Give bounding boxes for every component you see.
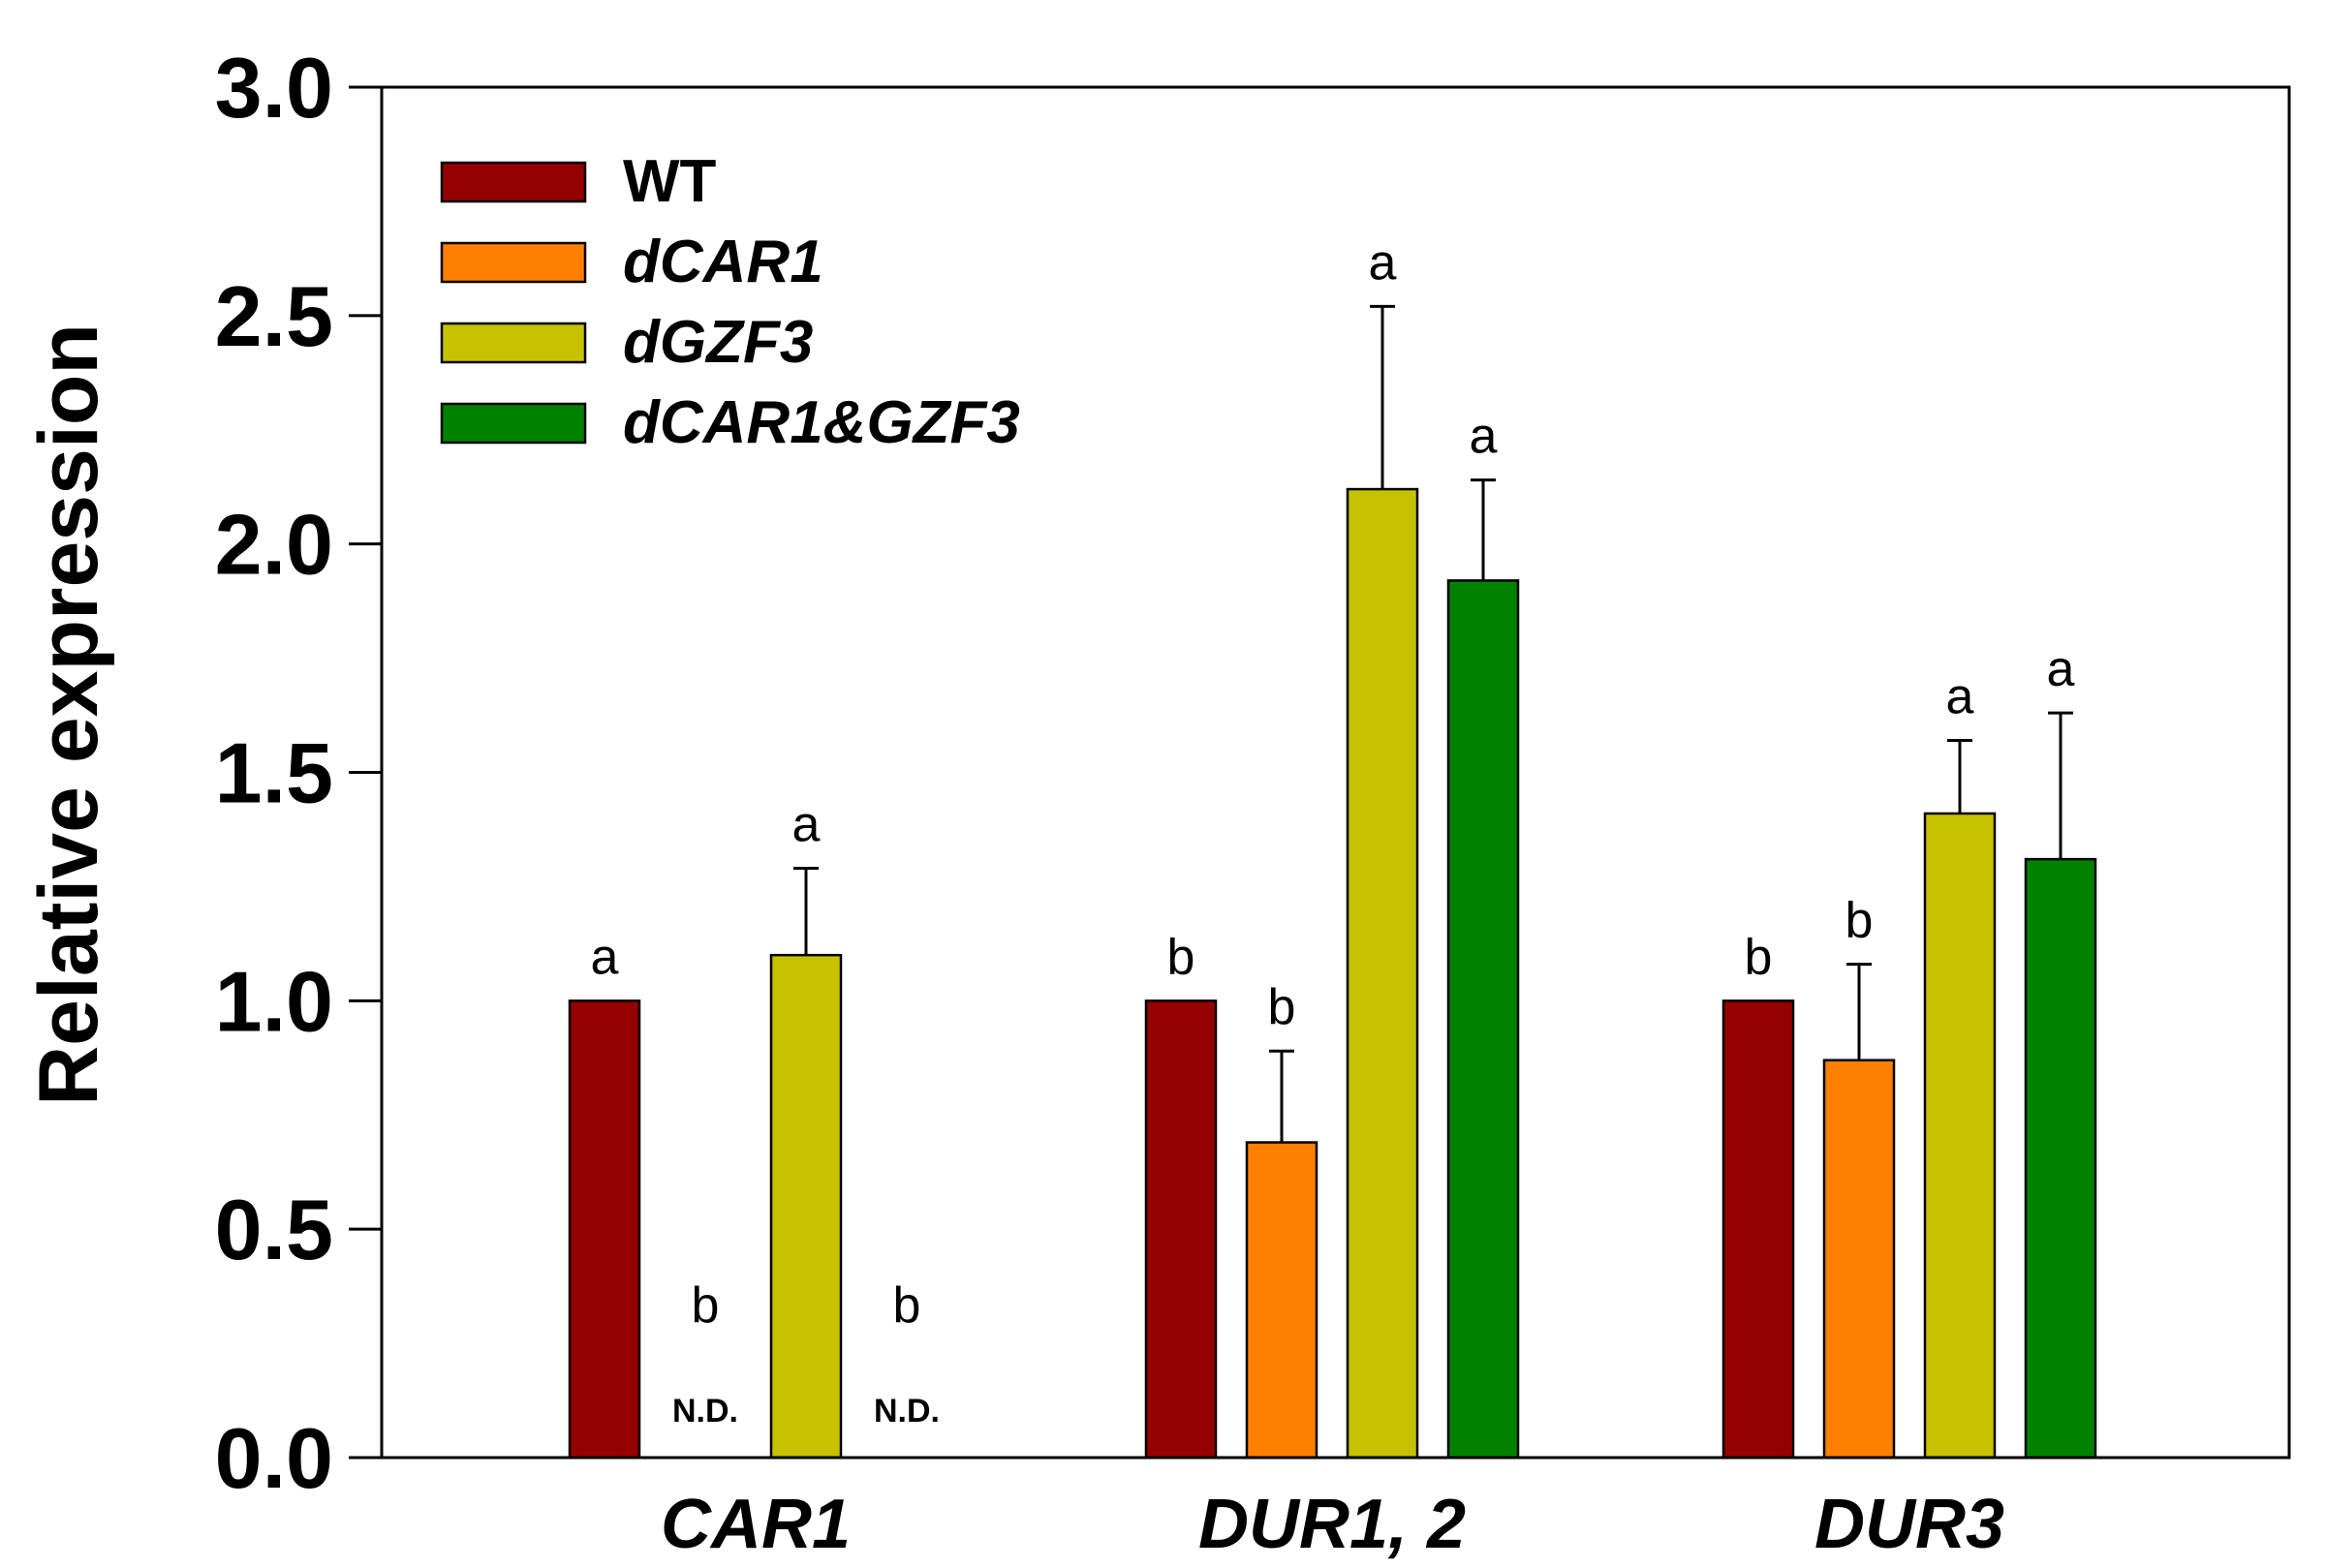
y-tick-label: 1.5: [215, 725, 333, 821]
legend: WT dCAR1 dGZF3 dCAR1&GZF3: [440, 148, 1020, 456]
significance-label: a: [2047, 641, 2075, 697]
significance-label: a: [1946, 668, 1974, 724]
bar: [1446, 579, 1520, 1460]
plot-area: 0.0 0.5 1.0 1.5 2.0 2.5 3.0 a b b N.D. b b b a a a N.D. b a…: [215, 40, 2291, 1563]
x-tick-label: CAR1: [661, 1486, 851, 1563]
significance-label: b: [1268, 979, 1296, 1035]
significance-label: b: [1745, 929, 1773, 985]
y-tick-label: 2.5: [215, 268, 333, 364]
y-tick-label: 0.0: [215, 1410, 333, 1506]
legend-label: dCAR1: [623, 229, 823, 295]
y-axis-title: Relative expression: [22, 323, 115, 1106]
legend-label: dGZF3: [623, 309, 813, 376]
bar: [1822, 1059, 1896, 1460]
significance-label: a: [1470, 409, 1498, 465]
bar: [1923, 812, 1997, 1460]
significance-label: b: [1845, 893, 1874, 949]
significance-label: b: [1167, 929, 1195, 985]
not-detected-label: N.D.: [672, 1393, 738, 1430]
significance-label: b: [692, 1277, 720, 1334]
significance-label: a: [792, 797, 821, 853]
x-tick-label: DUR1, 2: [1198, 1486, 1466, 1563]
bar: [1721, 999, 1795, 1460]
legend-swatch: [440, 402, 587, 445]
significance-label: a: [591, 929, 619, 985]
y-tick-label: 3.0: [215, 40, 333, 136]
legend-swatch: [440, 161, 587, 203]
bar: [568, 999, 641, 1460]
bar: [1144, 999, 1218, 1460]
legend-label: dCAR1&GZF3: [623, 389, 1020, 456]
bar: [769, 953, 843, 1460]
significance-label: a: [1369, 234, 1397, 291]
not-detected-label: N.D.: [874, 1393, 940, 1430]
axes-frame: [380, 85, 2291, 1460]
y-tick-label: 2.0: [215, 497, 333, 593]
x-tick-label: DUR3: [1814, 1486, 2004, 1563]
legend-swatch: [440, 241, 587, 284]
y-tick-label: 0.5: [215, 1182, 333, 1277]
bar: [1346, 487, 1419, 1460]
legend-label: WT: [623, 148, 717, 215]
significance-label: b: [893, 1277, 921, 1334]
bar: [1245, 1141, 1318, 1460]
bar: [2024, 857, 2097, 1460]
legend-swatch: [440, 322, 587, 364]
y-tick-label: 1.0: [215, 953, 333, 1049]
